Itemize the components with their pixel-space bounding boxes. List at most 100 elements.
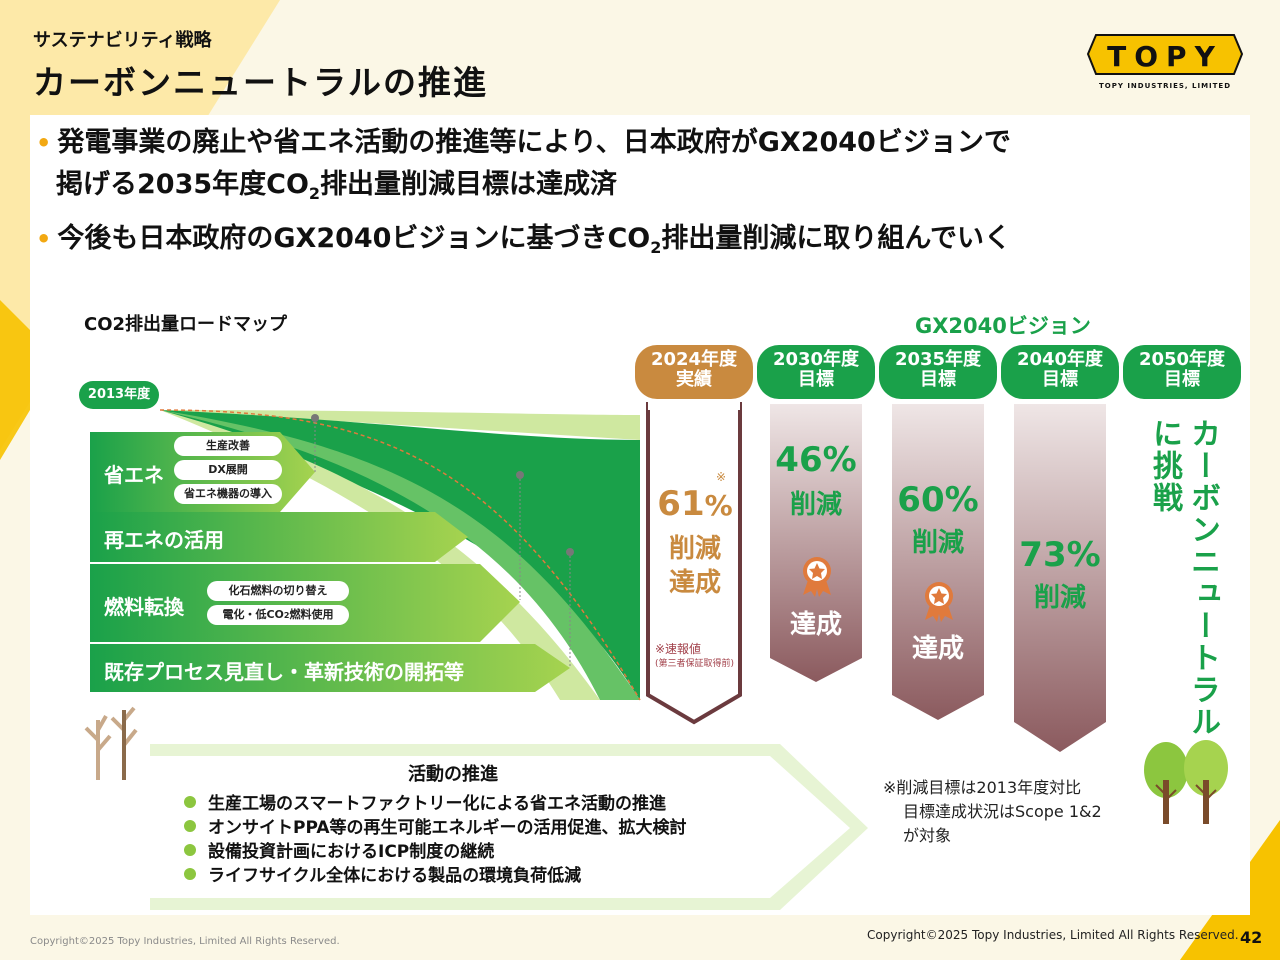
guide-dot [516, 471, 524, 479]
bullet-1-line2-pre: 掲げる2035年度CO [56, 169, 309, 200]
green-dot-icon [184, 844, 196, 856]
column-arrows [646, 400, 1106, 752]
activity-item-text: オンサイトPPA等の再生可能エネルギーの活用促進、拡大検討 [208, 818, 687, 838]
bullet-2-pre: 今後も日本政府のGX2040ビジョンに基づきCO [57, 223, 651, 254]
col-2050-text2: に挑戦 [1147, 418, 1182, 514]
subitem-2: DX展開 [174, 460, 282, 480]
arrow-process [90, 644, 570, 692]
medal-icon [803, 557, 831, 597]
col-2035-year: 2035年度 [894, 349, 982, 370]
subitem-5-sub: 2 [283, 611, 290, 620]
activity-item: 生産工場のスマートファクトリー化による省エネ活動の推進 [184, 792, 687, 816]
col-2024-pct: 61% [650, 484, 740, 524]
activity-item: ライフサイクル全体における製品の環境負荷低減 [184, 864, 687, 888]
subitem-1: 生産改善 [174, 436, 282, 456]
col-2030-arrow [770, 404, 862, 682]
band-mid [160, 410, 640, 700]
col-2024-mark: ※ [716, 470, 727, 484]
topy-logo: TOPY TOPY INDUSTRIES, LIMITED [1086, 32, 1244, 92]
activities-arrow [150, 744, 868, 910]
band-dark [160, 410, 640, 700]
copyright-right: Copyright©2025 Topy Industries, Limited … [867, 928, 1239, 942]
col-2024-pct-value: 61 [657, 484, 705, 524]
page-number: 42 [1240, 928, 1263, 947]
activity-item-text: ライフサイクル全体における製品の環境負荷低減 [208, 866, 582, 886]
col-2024-pill: 2024年度 実績 [635, 345, 753, 399]
bullet-1-line2-post: 排出量削減目標は達成済 [320, 169, 618, 200]
subitem-5: 電化・低CO2燃料使用 [207, 605, 349, 625]
col-2035-arrow [892, 404, 984, 720]
subitem-4: 化石燃料の切り替え [207, 581, 349, 601]
col-2050-kind: 目標 [1164, 369, 1200, 390]
logo-wordmark: TOPY [1107, 40, 1223, 73]
col-2040-arrow [1014, 404, 1106, 752]
arrow-1-label: 省エネ [104, 463, 164, 487]
bare-tree-icon [84, 706, 138, 780]
subitem-5-post: 燃料使用 [289, 608, 334, 621]
roadmap-title: CO2排出量ロードマップ [84, 314, 288, 335]
gx-vision-label: GX2040ビジョン [915, 314, 1091, 338]
col-2024-kind: 実績 [676, 369, 712, 390]
col-2040-reduce: 削減 [1033, 583, 1086, 613]
col-2024-reduce: 削減 [668, 534, 721, 564]
activity-item-text: 設備投資計画におけるICP制度の継続 [208, 842, 495, 862]
col-2030-kind: 目標 [798, 369, 834, 390]
bullet-1: • 発電事業の廃止や省エネ活動の推進等により、日本政府がGX2040ビジョンで 掲… [36, 122, 1011, 215]
col-2030-pct: 46% [775, 440, 857, 480]
bullet-dot-icon: • [36, 225, 52, 253]
col-2040-kind: 目標 [1042, 369, 1078, 390]
col-2050-year: 2050年度 [1138, 349, 1226, 370]
bullet-1-line1: 発電事業の廃止や省エネ活動の推進等により、日本政府がGX2040ビジョンで [57, 127, 1011, 158]
arrow-4-label: 既存プロセス見直し・革新技術の開拓等 [104, 660, 464, 684]
bullet-dot-icon: • [36, 129, 52, 157]
col-2030-pill: 2030年度 目標 [757, 345, 875, 399]
col-2040-pill: 2040年度 目標 [1001, 345, 1119, 399]
tree-icon [1144, 740, 1228, 824]
footnote-line1: ※削減目標は2013年度対比 [883, 778, 1082, 797]
col-2035-badge: 達成 [911, 634, 964, 664]
col-2035-reduce: 削減 [911, 528, 964, 558]
col-2035-pill: 2035年度 目標 [879, 345, 997, 399]
arrow-renewable [90, 512, 468, 562]
footnote-line3: が対象 [903, 826, 952, 845]
subitem-5-pre: 電化・低CO [222, 608, 284, 621]
section-label: サステナビリティ戦略 [33, 30, 212, 51]
activity-item-text: 生産工場のスマートファクトリー化による省エネ活動の推進 [208, 794, 666, 814]
col-2035-pct: 60% [897, 480, 979, 520]
col-2040-pct: 73% [1019, 535, 1101, 575]
activity-item: 設備投資計画におけるICP制度の継続 [184, 840, 687, 864]
bullet-2: • 今後も日本政府のGX2040ビジョンに基づきCO2排出量削減に取り組んでいく [36, 218, 1011, 269]
col-2040-year: 2040年度 [1016, 349, 1104, 370]
green-dot-icon [184, 796, 196, 808]
arrow-3-label: 燃料転換 [104, 595, 184, 619]
activities-title: 活動の推進 [408, 764, 498, 785]
guide-dot [566, 548, 574, 556]
arrow-fuel-switch [90, 564, 520, 642]
col-2050-pill: 2050年度 目標 [1123, 345, 1241, 399]
col-2024-pct-unit: % [704, 489, 733, 522]
col-2035-kind: 目標 [920, 369, 956, 390]
page-title: カーボンニュートラルの推進 [33, 63, 488, 102]
dashed-curve [159, 409, 641, 701]
col-2030-reduce: 削減 [789, 490, 842, 520]
col-2024-note2: (第三者保証取得前) [655, 659, 735, 669]
footnote: ※削減目標は2013年度対比 目標達成状況はScope 1&2 が対象 [883, 776, 1102, 848]
green-dot-icon [184, 868, 196, 880]
logo-tagline: TOPY INDUSTRIES, LIMITED [1099, 82, 1231, 90]
medal-icon [925, 582, 953, 622]
col-2024-note1: ※速報値 [655, 642, 702, 656]
arrow-2-label: 再エネの活用 [104, 528, 224, 552]
activity-item: オンサイトPPA等の再生可能エネルギーの活用促進、拡大検討 [184, 816, 687, 840]
col-2030-year: 2030年度 [772, 349, 860, 370]
guide-dot [311, 414, 319, 422]
subitem-3: 省エネ機器の導入 [174, 484, 282, 504]
copyright-left: Copyright©2025 Topy Industries, Limited … [30, 936, 340, 947]
bullet-2-sub: 2 [650, 238, 662, 257]
activities-list: 生産工場のスマートファクトリー化による省エネ活動の推進 オンサイトPPA等の再生… [184, 792, 687, 888]
bullet-1-sub: 2 [308, 184, 321, 203]
green-dot-icon [184, 820, 196, 832]
logo-shape: TOPY TOPY INDUSTRIES, LIMITED [1086, 34, 1244, 90]
start-year-tag: 2013年度 [79, 381, 159, 409]
bullet-2-post: 排出量削減に取り組んでいく [661, 223, 1012, 254]
col-2024-arrow-top [648, 400, 740, 410]
